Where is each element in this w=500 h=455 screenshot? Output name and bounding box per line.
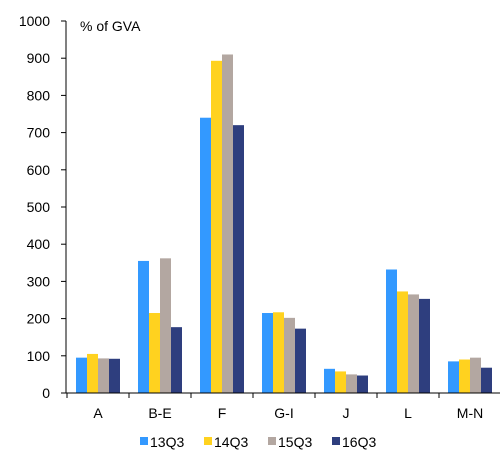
x-tick-label: M-N [457, 405, 483, 421]
y-tick-label: 400 [27, 236, 51, 252]
bar-16Q3-A [109, 358, 120, 393]
bar-13Q3-A [76, 357, 87, 393]
y-tick-label: 500 [27, 199, 51, 215]
x-tick-label: A [93, 405, 103, 421]
y-tick-label: 800 [27, 87, 51, 103]
bar-16Q3-L [419, 298, 430, 393]
legend-swatch-13Q3 [140, 437, 148, 445]
bar-14Q3-M-N [459, 359, 470, 393]
bar-13Q3-J [324, 368, 335, 393]
bar-16Q3-M-N [481, 367, 492, 393]
y-tick-label: 600 [27, 162, 51, 178]
bar-13Q3-L [386, 269, 397, 393]
y-axis-title: % of GVA [80, 18, 141, 34]
bar-16Q3-G-I [295, 328, 306, 393]
bar-16Q3-F [233, 125, 244, 393]
bar-14Q3-J [335, 371, 346, 393]
bar-15Q3-A [98, 358, 109, 393]
bar-15Q3-G-I [284, 317, 295, 393]
bar-13Q3-G-I [262, 313, 273, 393]
x-tick-label: L [404, 405, 412, 421]
x-axis: A B-E F G-I J L M-N [66, 392, 500, 421]
bar-14Q3-F [211, 60, 222, 393]
y-axis: 0 100 200 300 400 500 600 700 800 900 1000 [19, 13, 67, 401]
bar-14Q3-L [397, 291, 408, 393]
y-tick-label: 200 [27, 311, 51, 327]
bar-15Q3-B-E [160, 258, 171, 393]
bar-13Q3-F [200, 117, 211, 393]
bar-15Q3-M-N [470, 357, 481, 393]
bar-14Q3-B-E [149, 313, 160, 393]
bar-15Q3-J [346, 374, 357, 393]
bar-15Q3-L [408, 294, 419, 393]
y-tick-label: 0 [42, 385, 50, 401]
x-tick-label: F [218, 405, 227, 421]
x-tick-label: B-E [148, 405, 171, 421]
bar-14Q3-A [87, 353, 98, 393]
bar-14Q3-G-I [273, 312, 284, 393]
y-tick-label: 900 [27, 50, 51, 66]
x-tick-label: J [343, 405, 350, 421]
legend-swatch-14Q3 [204, 437, 212, 445]
legend: 13Q3 14Q3 15Q3 16Q3 [140, 434, 376, 450]
y-tick-label: 100 [27, 348, 51, 364]
legend-label-15Q3: 15Q3 [278, 434, 312, 450]
y-tick-label: 700 [27, 125, 51, 141]
y-tick-label: 300 [27, 273, 51, 289]
legend-swatch-16Q3 [332, 437, 340, 445]
bar-13Q3-M-N [448, 361, 459, 393]
legend-label-16Q3: 16Q3 [342, 434, 376, 450]
legend-swatch-15Q3 [268, 437, 276, 445]
bar-15Q3-F [222, 54, 233, 393]
bar-16Q3-B-E [171, 327, 182, 393]
bar-13Q3-B-E [138, 260, 149, 393]
bar-16Q3-J [357, 375, 368, 393]
bars [76, 54, 492, 393]
y-tick-label: 1000 [19, 13, 50, 29]
x-tick-label: G-I [274, 405, 293, 421]
legend-label-13Q3: 13Q3 [150, 434, 184, 450]
legend-label-14Q3: 14Q3 [214, 434, 248, 450]
